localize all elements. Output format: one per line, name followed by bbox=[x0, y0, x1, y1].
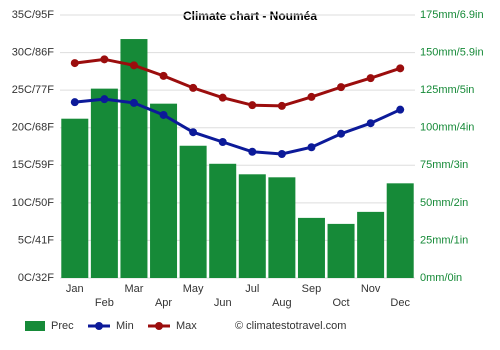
bar bbox=[90, 88, 118, 278]
point bbox=[248, 101, 257, 110]
line bbox=[74, 57, 401, 108]
x-tick-label: Sep bbox=[302, 283, 322, 295]
legend-swatch bbox=[95, 322, 103, 330]
bar bbox=[209, 163, 237, 278]
y2-tick-label: 125mm/5in bbox=[420, 84, 474, 96]
point bbox=[337, 129, 346, 138]
legend-swatch bbox=[25, 321, 45, 331]
x-tick-label: Jan bbox=[66, 283, 84, 295]
y2-tick-label: 75mm/3in bbox=[420, 159, 468, 171]
point bbox=[396, 64, 405, 73]
point bbox=[396, 105, 405, 114]
x-tick-label: Jul bbox=[245, 283, 259, 295]
bar bbox=[150, 103, 178, 278]
x-tick-label: Jun bbox=[214, 297, 232, 309]
point bbox=[129, 98, 138, 107]
bar bbox=[61, 118, 89, 278]
legend-swatch bbox=[155, 322, 163, 330]
y-tick-label: 25C/77F bbox=[12, 84, 54, 96]
point bbox=[189, 128, 198, 137]
x-tick-label: Oct bbox=[332, 297, 349, 309]
point bbox=[70, 59, 79, 68]
y2-tick-label: 0mm/0in bbox=[420, 272, 462, 284]
y2-tick-label: 100mm/4in bbox=[420, 122, 474, 134]
x-tick-label: Mar bbox=[124, 283, 143, 295]
source-credit: © climatestotravel.com bbox=[235, 320, 346, 332]
point bbox=[100, 95, 109, 104]
y-tick-label: 30C/86F bbox=[12, 46, 54, 58]
x-tick-label: Nov bbox=[361, 283, 381, 295]
point bbox=[366, 74, 375, 83]
point bbox=[248, 147, 257, 156]
bar bbox=[327, 223, 355, 278]
y-tick-label: 5C/41F bbox=[18, 234, 54, 246]
point bbox=[307, 143, 316, 152]
legend-label: Min bbox=[116, 320, 134, 332]
point bbox=[277, 101, 286, 110]
point bbox=[277, 150, 286, 159]
x-tick-label: Apr bbox=[155, 297, 172, 309]
y2-tick-label: 50mm/2in bbox=[420, 197, 468, 209]
point bbox=[189, 83, 198, 92]
x-tick-label: Feb bbox=[95, 297, 114, 309]
bar bbox=[268, 177, 296, 278]
y2-tick-label: 175mm/6.9in bbox=[420, 9, 484, 21]
x-tick-label: May bbox=[183, 283, 204, 295]
y-tick-label: 15C/59F bbox=[12, 159, 54, 171]
point bbox=[129, 61, 138, 70]
bar bbox=[357, 211, 385, 278]
y-tick-label: 20C/68F bbox=[12, 122, 54, 134]
x-tick-label: Dec bbox=[390, 297, 410, 309]
point bbox=[159, 110, 168, 119]
legend-label: Max bbox=[176, 320, 197, 332]
bar bbox=[297, 217, 325, 278]
bar bbox=[120, 39, 148, 278]
line bbox=[74, 97, 401, 156]
bar bbox=[386, 183, 414, 278]
bar bbox=[179, 145, 207, 278]
point bbox=[159, 71, 168, 80]
bar bbox=[238, 174, 266, 278]
x-tick-label: Aug bbox=[272, 297, 292, 309]
y-tick-label: 0C/32F bbox=[18, 272, 54, 284]
point bbox=[218, 93, 227, 102]
point bbox=[100, 55, 109, 64]
y-tick-label: 10C/50F bbox=[12, 197, 54, 209]
y2-tick-label: 25mm/1in bbox=[420, 234, 468, 246]
point bbox=[337, 83, 346, 92]
y-tick-label: 35C/95F bbox=[12, 9, 54, 21]
chart-title: Climate chart - Nouméa bbox=[183, 9, 317, 23]
point bbox=[307, 92, 316, 101]
point bbox=[218, 137, 227, 146]
point bbox=[70, 98, 79, 107]
legend-label: Prec bbox=[51, 320, 74, 332]
point bbox=[366, 119, 375, 128]
y2-tick-label: 150mm/5.9in bbox=[420, 46, 484, 58]
